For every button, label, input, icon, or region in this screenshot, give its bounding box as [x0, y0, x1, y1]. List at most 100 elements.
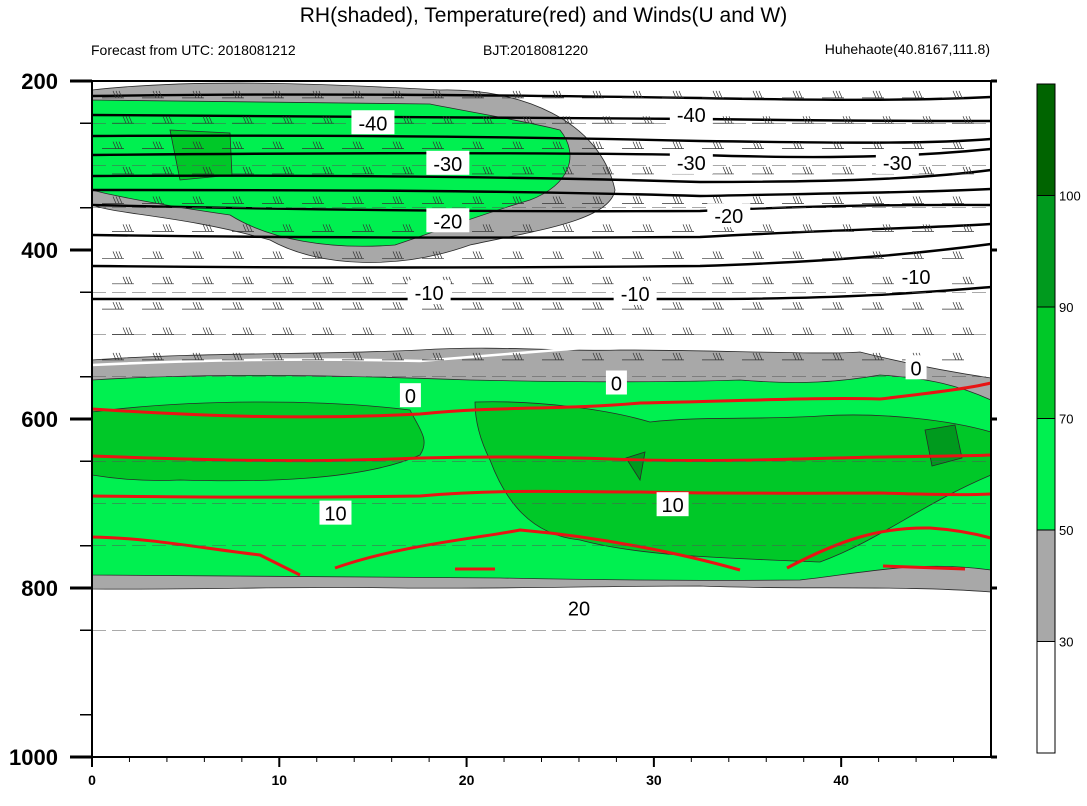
wind-barb: [872, 276, 894, 285]
wind-barb: [632, 166, 654, 175]
wind-barb: [112, 224, 134, 232]
wind-barb: [102, 352, 124, 361]
forecast-subtitle: Forecast from UTC: 2018081212: [91, 42, 296, 58]
wind-barb: [702, 251, 724, 259]
temperature-contour-red: [91, 453, 992, 463]
wind-barb: [782, 196, 804, 204]
wind-barb: [822, 302, 844, 310]
wind-barb: [352, 327, 374, 335]
y-tick-label: 600: [21, 407, 58, 432]
wind-barb: [582, 302, 604, 310]
contour-label-bg: [399, 383, 421, 408]
wind-barb: [742, 90, 764, 99]
wind-barb: [792, 276, 814, 285]
wind-barb: [192, 327, 214, 335]
colorbar-segment: [1036, 83, 1056, 196]
colorbar-segment: [1036, 529, 1056, 642]
wind-barb: [712, 327, 734, 335]
wind-barb: [262, 196, 284, 204]
wind-barb: [102, 251, 124, 259]
contour-label: 0: [611, 374, 622, 396]
colorbar: 30 50 70 90 100: [1036, 83, 1081, 754]
wind-barb: [742, 352, 764, 361]
bjt-subtitle: BJT:2018081220: [483, 42, 589, 58]
wind-barb: [472, 276, 494, 285]
wind-barb: [222, 141, 244, 149]
wind-barb: [502, 90, 524, 99]
wind-barb: [792, 116, 814, 124]
wind-barb: [182, 196, 204, 204]
wind-barb: [422, 196, 444, 204]
wind-barb: [622, 251, 644, 259]
wind-barb: [782, 251, 804, 259]
wind-barb: [592, 327, 614, 335]
chart-title: RH(shaded), Temperature(red) and Winds(U…: [299, 4, 788, 27]
wind-barb: [302, 302, 324, 310]
x-tick-label: 10: [272, 772, 288, 788]
wind-barb: [182, 302, 204, 310]
wind-barb: [382, 90, 404, 99]
wind-barb: [272, 327, 294, 335]
wind-barb: [382, 141, 404, 149]
wind-barb: [942, 251, 964, 259]
wind-barb: [232, 276, 254, 285]
wind-barb: [952, 116, 974, 124]
wind-barb: [552, 327, 574, 335]
wind-barb: [622, 141, 644, 149]
wind-barb: [502, 141, 524, 149]
wind-barb: [672, 224, 694, 232]
wind-barb: [102, 196, 124, 204]
wind-barb: [782, 141, 804, 149]
wind-barb: [222, 251, 244, 259]
temperature-contour-red: [786, 526, 992, 570]
temperature-contour-red: [334, 528, 741, 572]
temperature-contour: [91, 242, 992, 269]
wind-barb: [422, 352, 444, 361]
wind-barb: [912, 116, 934, 124]
wind-barb: [302, 141, 324, 149]
wind-barb: [862, 196, 884, 204]
wind-barb: [472, 116, 494, 124]
wind-barb: [862, 251, 884, 259]
wind-barb: [182, 352, 204, 361]
wind-barb: [112, 166, 134, 175]
wind-barb: [702, 302, 724, 310]
wind-barb: [182, 251, 204, 259]
contour-label-bg: [351, 110, 395, 135]
wind-barb: [742, 251, 764, 259]
wind-barb: [702, 141, 724, 149]
wind-barb: [382, 352, 404, 361]
wind-barb: [822, 141, 844, 149]
contour-label-bg: [905, 355, 927, 380]
contour-label: -10: [902, 267, 931, 289]
wind-barb: [592, 166, 614, 175]
wind-barb: [942, 90, 964, 99]
wind-barb: [552, 276, 574, 285]
wind-barb: [632, 327, 654, 335]
wind-barb: [592, 116, 614, 124]
wind-barb: [392, 327, 414, 335]
wind-barb: [462, 141, 484, 149]
wind-barb: [792, 224, 814, 232]
contour-label: -20: [714, 206, 743, 228]
wind-barb: [342, 352, 364, 361]
wind-barb: [752, 276, 774, 285]
wind-barb: [822, 90, 844, 99]
wind-barb: [312, 327, 334, 335]
wind-barb: [502, 196, 524, 204]
wind-barb: [302, 352, 324, 361]
wind-barb: [582, 196, 604, 204]
wind-barb: [272, 224, 294, 232]
temperature-contour: [91, 222, 992, 239]
colorbar-segment: [1036, 418, 1056, 531]
wind-barb: [272, 116, 294, 124]
y-tick-label: 1000: [9, 745, 58, 770]
x-tick-label: 30: [646, 772, 662, 788]
wind-barb: [262, 251, 284, 259]
wind-barb: [232, 116, 254, 124]
wind-barb: [502, 302, 524, 310]
x-tick-label: 40: [833, 772, 849, 788]
wind-barb: [462, 251, 484, 259]
wind-barb: [902, 302, 924, 310]
wind-barb: [102, 302, 124, 310]
